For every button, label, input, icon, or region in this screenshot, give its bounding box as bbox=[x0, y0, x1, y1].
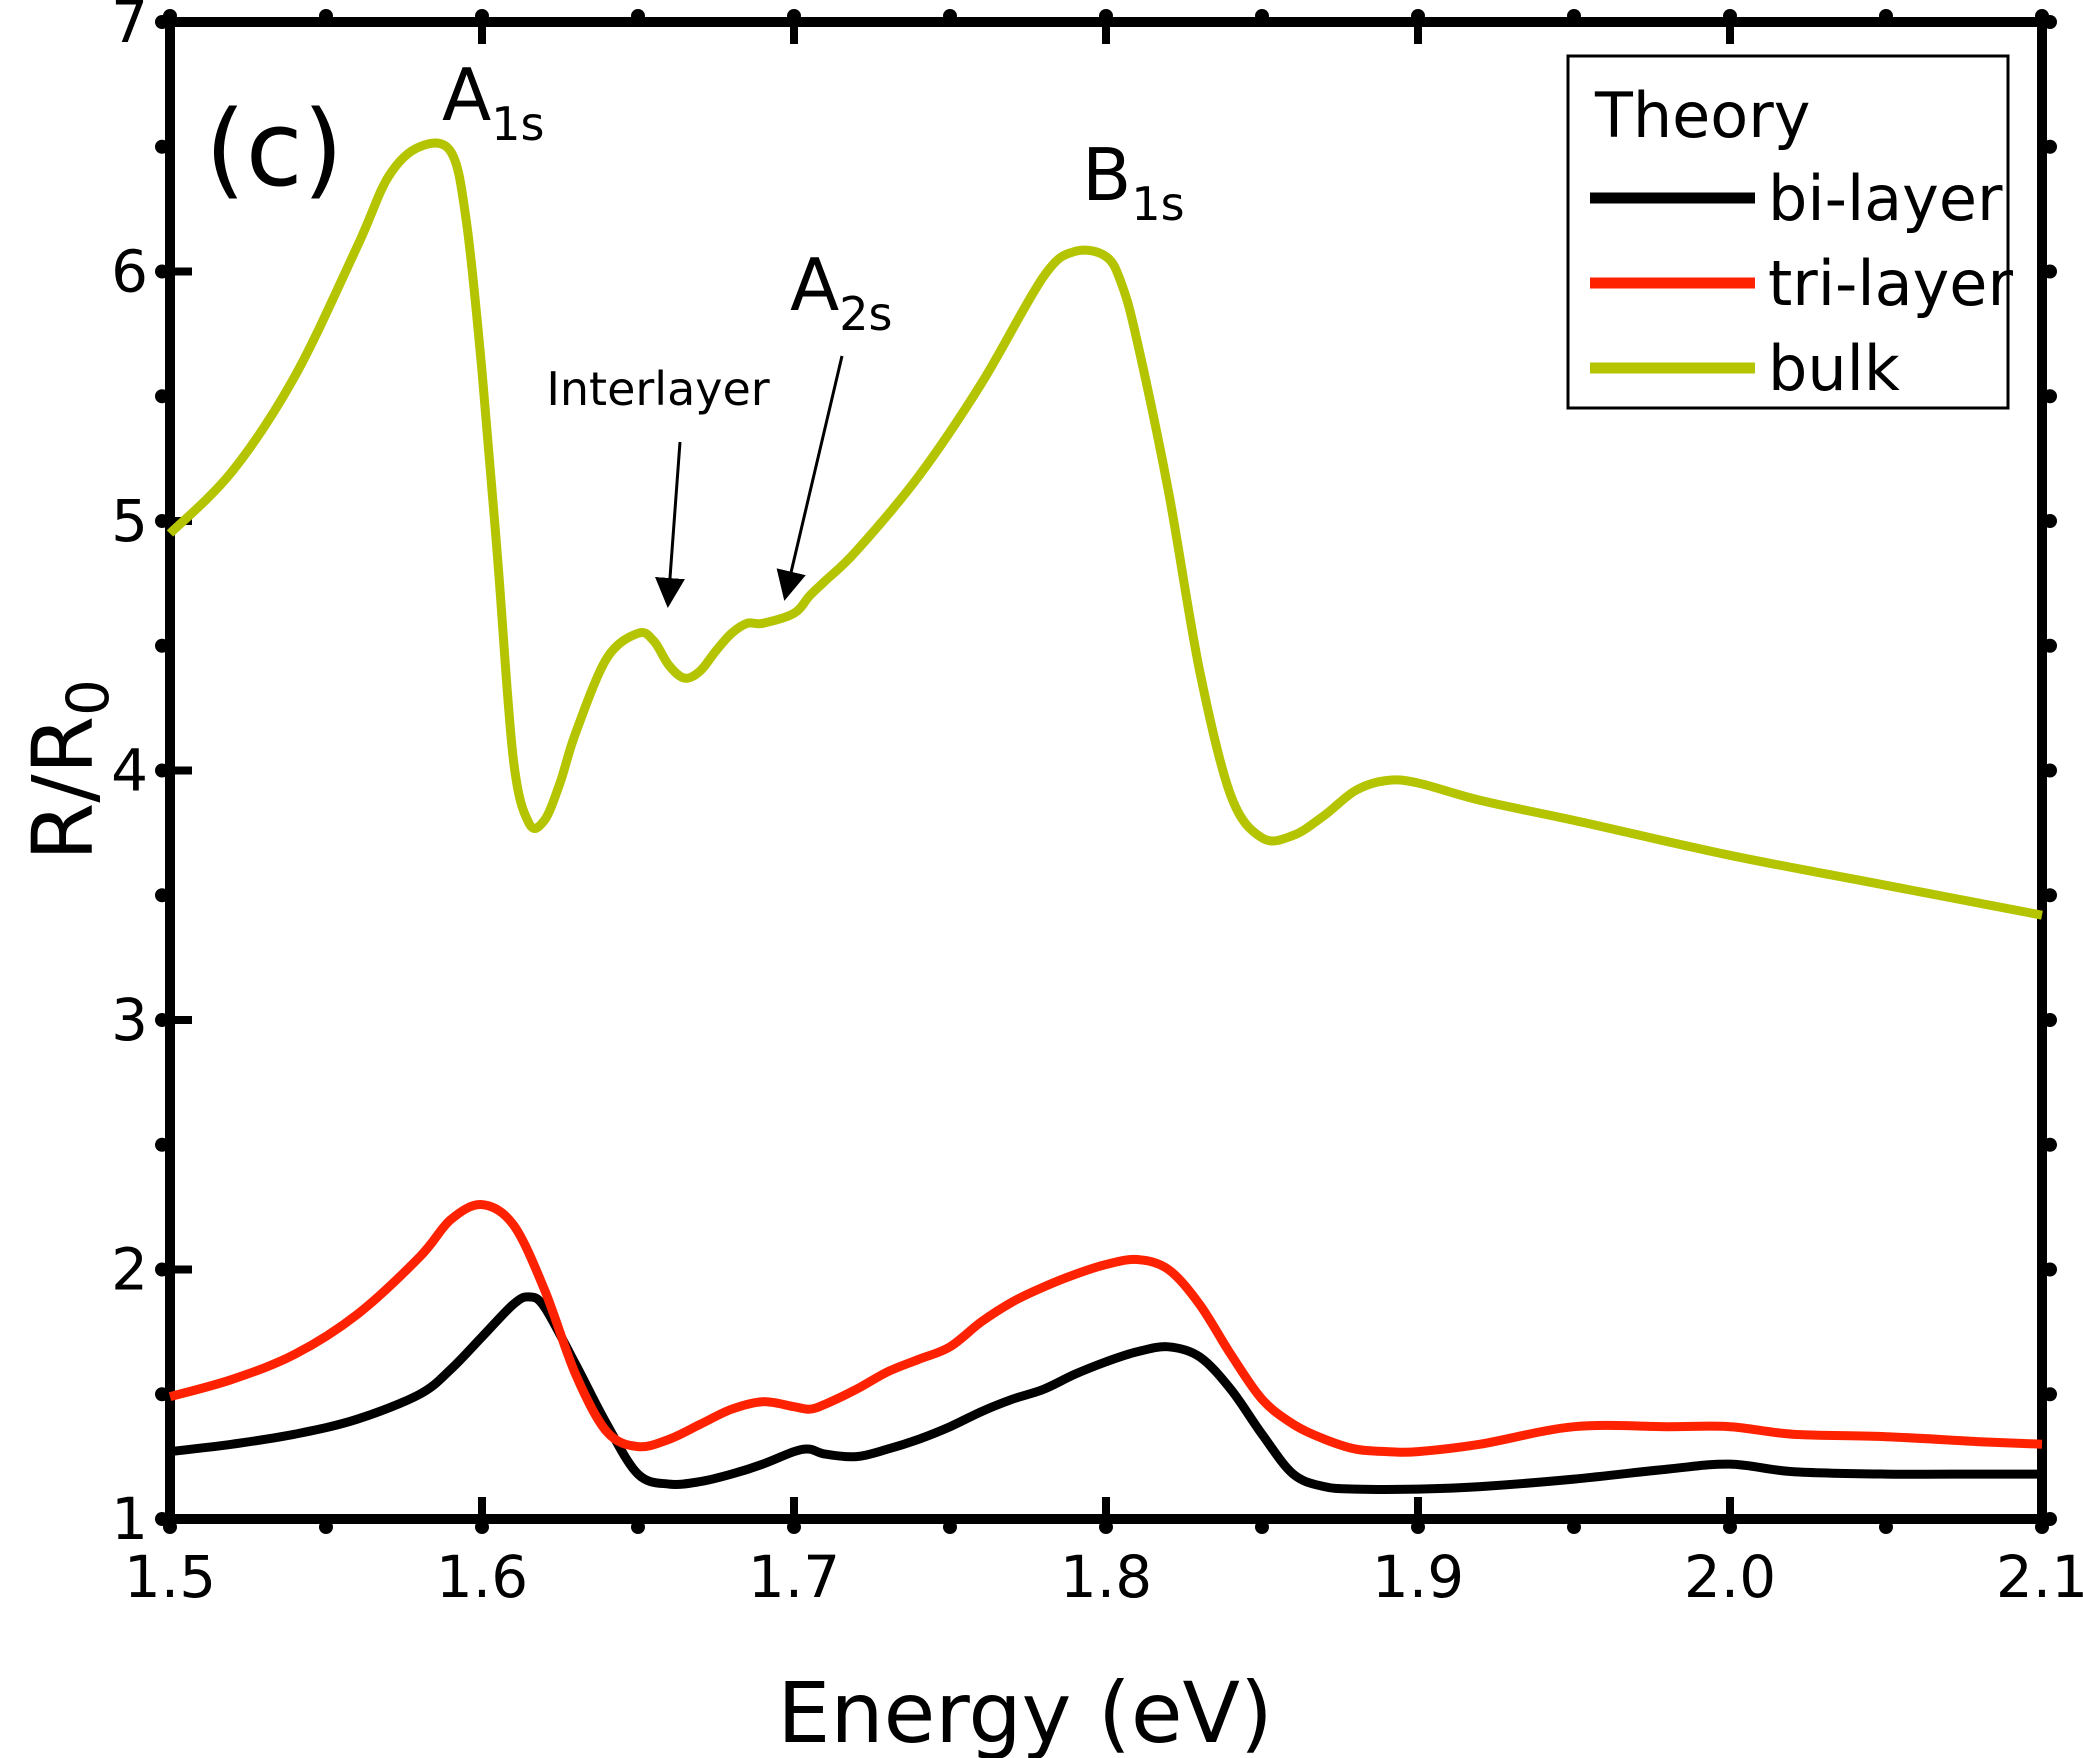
y-minor-tick-right bbox=[2043, 638, 2057, 653]
y-minor-tick bbox=[155, 389, 169, 404]
y-minor-tick bbox=[155, 638, 169, 653]
annotation-a1s-main: A bbox=[442, 53, 491, 137]
y-tick-dot-right bbox=[2043, 763, 2057, 778]
x-axis-ticks bbox=[163, 9, 2049, 1534]
x-minor-tick-top bbox=[1879, 9, 1893, 23]
x-minor-tick bbox=[319, 1520, 333, 1534]
x-minor-tick-top bbox=[631, 9, 645, 23]
x-tick-dot-top bbox=[1411, 9, 1425, 23]
y-tick-label: 1 bbox=[111, 1485, 148, 1553]
y-tick-label: 4 bbox=[111, 737, 148, 805]
x-tick-dot-top bbox=[1723, 9, 1737, 23]
y-tick-label: 5 bbox=[111, 487, 148, 555]
svg-text:R/R0: R/R0 bbox=[14, 679, 122, 861]
x-minor-tick bbox=[631, 1520, 645, 1534]
series-line-bulk bbox=[166, 138, 2043, 920]
x-minor-tick bbox=[1567, 1520, 1581, 1534]
legend-box bbox=[1566, 54, 2010, 410]
x-minor-tick bbox=[943, 1520, 957, 1534]
y-minor-tick bbox=[155, 139, 169, 154]
y-tick-label: 7 bbox=[111, 0, 148, 56]
y-tick-dot-right bbox=[2043, 1512, 2057, 1526]
panel-label: (c) bbox=[205, 88, 343, 210]
y-tick-dot-right bbox=[2043, 1013, 2057, 1027]
y-tick-dot bbox=[155, 264, 169, 279]
x-minor-tick bbox=[1255, 1520, 1269, 1534]
y-tick-label: 3 bbox=[111, 986, 148, 1054]
x-tick-dot bbox=[1099, 1520, 1113, 1534]
x-tick-dot bbox=[475, 1520, 489, 1534]
annotation-interlayer: Interlayer bbox=[546, 362, 769, 416]
series-layer bbox=[166, 138, 2043, 1494]
legend-label-bi-layer: bi-layer bbox=[1768, 162, 2003, 235]
annotation-a1s: A1s bbox=[442, 53, 545, 151]
y-tick-dot bbox=[155, 763, 169, 778]
y-minor-tick-right bbox=[2043, 888, 2057, 903]
x-tick-label: 2.1 bbox=[1996, 1543, 2083, 1611]
x-minor-tick-top bbox=[1255, 9, 1269, 23]
x-tick-dot-top bbox=[475, 9, 489, 23]
x-tick-dot bbox=[1411, 1520, 1425, 1534]
series-line-tri-layer bbox=[168, 1200, 2043, 1457]
x-axis-tick-labels: 1.5 1.6 1.7 1.8 1.9 2.0 2.1 bbox=[124, 1543, 2083, 1611]
series-line-bi-layer bbox=[169, 1292, 2042, 1494]
y-axis-title-main: R/R bbox=[14, 716, 112, 861]
y-tick-dot-right bbox=[2043, 264, 2057, 279]
x-tick-dot bbox=[787, 1520, 801, 1534]
legend-label-bulk: bulk bbox=[1768, 332, 1900, 405]
x-axis-title: Energy (eV) bbox=[777, 1664, 1272, 1758]
y-tick-label: 2 bbox=[111, 1236, 148, 1304]
y-tick-dot bbox=[155, 1512, 169, 1526]
y-minor-tick-right bbox=[2043, 1137, 2057, 1152]
y-tick-dot bbox=[155, 514, 169, 528]
a2s-arrow bbox=[776, 355, 844, 601]
x-tick-dot bbox=[1723, 1520, 1737, 1534]
y-tick-dot-right bbox=[2043, 15, 2057, 29]
y-tick-dot-right bbox=[2043, 514, 2057, 528]
annotation-b1s-main: B bbox=[1082, 133, 1131, 217]
y-axis-tick-labels: 1 2 3 4 5 6 7 bbox=[111, 0, 148, 1553]
interlayer-arrow bbox=[655, 441, 685, 608]
legend-title: Theory bbox=[1594, 79, 1810, 152]
annotation-a2s: A2s bbox=[790, 243, 893, 341]
x-tick-label: 1.9 bbox=[1372, 1543, 1464, 1611]
y-minor-tick-right bbox=[2043, 139, 2057, 154]
x-tick-label: 1.7 bbox=[748, 1543, 840, 1611]
x-minor-tick-top bbox=[943, 9, 957, 23]
y-minor-tick bbox=[155, 888, 169, 903]
annotation-a1s-sub: 1s bbox=[491, 97, 544, 151]
y-tick-dot bbox=[155, 15, 169, 29]
annotation-b1s-sub: 1s bbox=[1131, 177, 1184, 231]
annotation-b1s: B1s bbox=[1082, 133, 1185, 231]
y-tick-dot bbox=[155, 1262, 169, 1277]
y-minor-tick-right bbox=[2043, 1387, 2057, 1402]
legend-label-tri-layer: tri-layer bbox=[1768, 247, 2013, 320]
x-minor-tick-top bbox=[1567, 9, 1581, 23]
x-minor-tick bbox=[1879, 1520, 1893, 1534]
annotation-a2s-sub: 2s bbox=[839, 287, 892, 341]
y-minor-tick-right bbox=[2043, 389, 2057, 404]
x-tick-label: 1.5 bbox=[124, 1543, 216, 1611]
y-tick-label: 6 bbox=[111, 238, 148, 306]
y-minor-tick bbox=[155, 1137, 169, 1152]
annotation-a2s-main: A bbox=[790, 243, 839, 327]
x-tick-label: 2.0 bbox=[1684, 1543, 1776, 1611]
x-tick-label: 1.6 bbox=[436, 1543, 528, 1611]
x-tick-dot-top bbox=[787, 9, 801, 23]
y-axis-title-sub: 0 bbox=[54, 679, 122, 716]
y-tick-dot bbox=[155, 1013, 169, 1027]
y-tick-dot-right bbox=[2043, 1262, 2057, 1277]
x-tick-dot-top bbox=[1099, 9, 1113, 23]
x-tick-label: 1.8 bbox=[1060, 1543, 1152, 1611]
x-minor-tick-top bbox=[319, 9, 333, 23]
y-minor-tick bbox=[155, 1387, 169, 1402]
y-axis-ticks bbox=[155, 15, 2057, 1526]
y-axis-title: R/R0 bbox=[14, 679, 122, 861]
legend: Theory bi-layer tri-layer bulk bbox=[1566, 54, 2013, 410]
